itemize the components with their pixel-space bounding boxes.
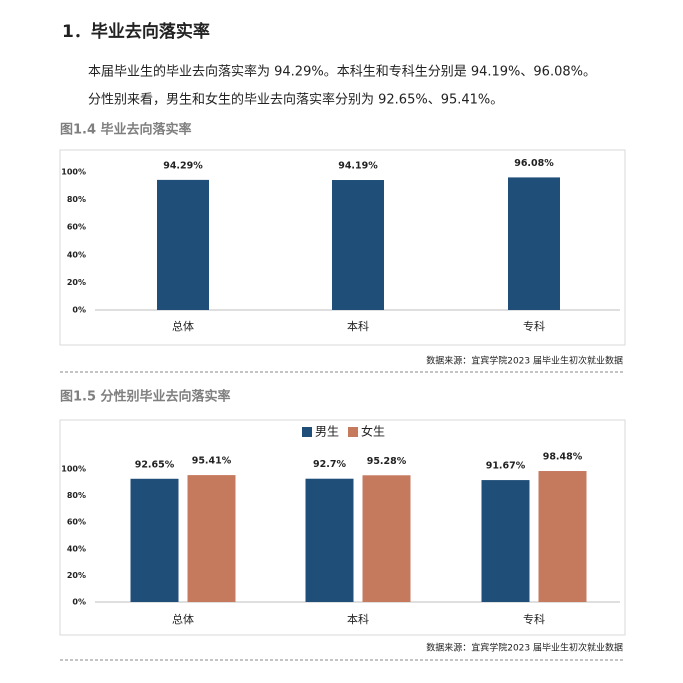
bar	[332, 180, 384, 310]
value-label: 92.65%	[135, 459, 175, 470]
y-tick-label: 20%	[67, 278, 86, 287]
legend-swatch	[348, 427, 358, 437]
x-tick-label: 专科	[523, 612, 545, 626]
legend-swatch	[302, 427, 312, 437]
y-tick-label: 100%	[61, 168, 86, 177]
legend-label: 男生	[315, 425, 339, 439]
value-label: 94.19%	[338, 161, 378, 172]
bar	[130, 478, 179, 602]
legend-label: 女生	[361, 424, 385, 439]
value-label: 95.41%	[192, 456, 232, 467]
y-tick-label: 60%	[67, 518, 86, 527]
x-tick-label: 本科	[347, 319, 369, 333]
bar	[538, 471, 587, 602]
y-tick-label: 80%	[67, 491, 86, 500]
paragraph: 分性别来看，男生和女生的毕业去向落实率分别为 92.65%、95.41%。	[88, 92, 503, 108]
heading: 1．毕业去向落实率	[62, 21, 210, 42]
bar	[481, 480, 530, 602]
value-label: 98.48%	[543, 452, 583, 463]
y-tick-label: 80%	[67, 195, 86, 204]
value-label: 95.28%	[367, 456, 407, 467]
y-tick-label: 0%	[72, 598, 86, 607]
bar	[305, 478, 354, 602]
figure-caption: 图1.5 分性别毕业去向落实率	[60, 389, 231, 405]
value-label: 91.67%	[486, 461, 526, 472]
x-tick-label: 本科	[347, 612, 369, 626]
y-tick-label: 60%	[67, 223, 86, 232]
x-tick-label: 专科	[523, 319, 545, 333]
x-tick-label: 总体	[172, 612, 194, 626]
y-tick-label: 40%	[67, 544, 86, 553]
figure-caption: 图1.4 毕业去向落实率	[60, 122, 192, 138]
y-tick-label: 20%	[67, 571, 86, 580]
source-note: 数据来源：宜宾学院2023 届毕业生初次就业数据	[426, 642, 623, 654]
y-tick-label: 0%	[72, 306, 86, 315]
plot-frame	[59, 149, 626, 346]
source-note: 数据来源：宜宾学院2023 届毕业生初次就业数据	[426, 355, 623, 367]
plot-frame	[59, 419, 626, 636]
bar	[157, 179, 209, 310]
value-label: 92.7%	[313, 459, 346, 470]
value-label: 96.08%	[514, 158, 554, 169]
value-label: 94.29%	[163, 160, 203, 171]
bar	[508, 177, 560, 310]
y-tick-label: 100%	[61, 465, 86, 474]
y-tick-label: 40%	[67, 250, 86, 259]
x-tick-label: 总体	[172, 319, 194, 333]
bar	[187, 475, 236, 602]
bar	[362, 475, 411, 602]
paragraph: 本届毕业生的毕业去向落实率为 94.29%。本科生和专科生分别是 94.19%、…	[88, 64, 596, 80]
